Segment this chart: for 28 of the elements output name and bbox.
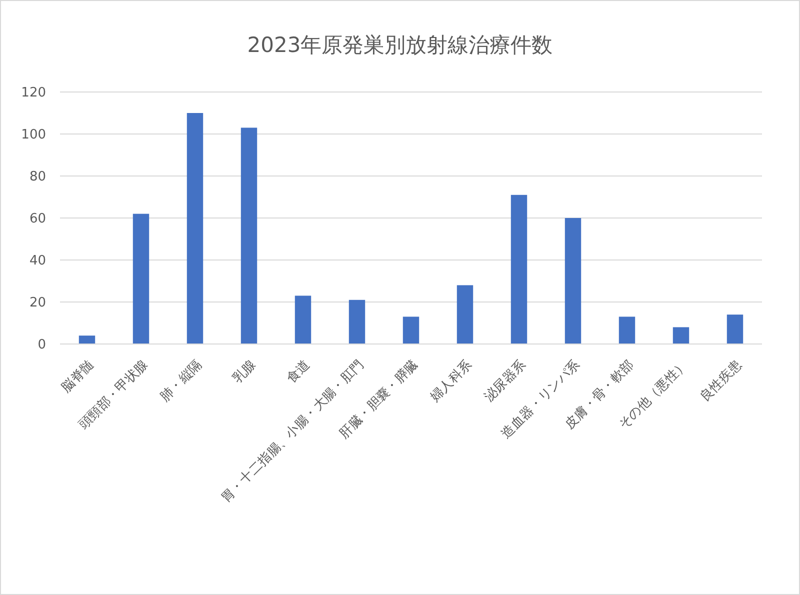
y-tick-label: 40: [29, 254, 46, 269]
bar: [78, 336, 96, 344]
bar: [348, 300, 366, 344]
bar: [294, 296, 312, 344]
bar: [456, 285, 474, 344]
bar: [510, 194, 528, 344]
bar: [564, 218, 582, 344]
y-tick-label: 60: [29, 212, 46, 227]
y-tick-label: 100: [21, 128, 46, 143]
chart-title: 2023年原発巣別放射線治療件数: [247, 33, 553, 57]
x-tick-label: 良性疾患: [698, 357, 746, 405]
bar: [402, 316, 420, 344]
bar: [672, 327, 690, 344]
y-tick-label: 80: [29, 170, 46, 185]
x-tick-label: 脳脊髄: [58, 357, 98, 396]
x-tick-label: 泌尿器系: [482, 357, 530, 405]
x-tick-label: 肺・縦隔: [158, 357, 206, 405]
x-tick-label: 食道: [284, 357, 314, 386]
y-tick-label: 0: [38, 338, 46, 353]
bar: [240, 128, 258, 344]
bar: [186, 113, 204, 344]
bar: [726, 314, 744, 344]
x-tick-label: 婦人科系: [428, 357, 476, 405]
bar: [618, 316, 636, 344]
x-tick-label: 乳腺: [230, 357, 260, 386]
bar: [132, 214, 150, 344]
y-tick-label: 120: [21, 86, 46, 101]
y-tick-label: 20: [29, 296, 46, 311]
